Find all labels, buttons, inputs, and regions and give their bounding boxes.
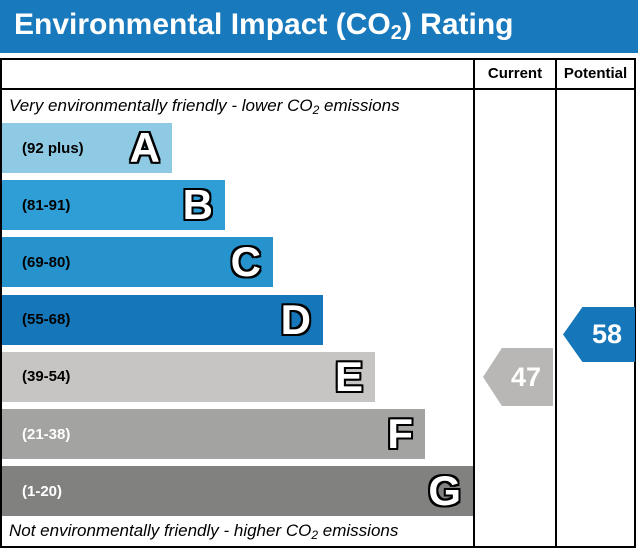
- band-letter-A: A: [129, 124, 160, 171]
- band-range-label-A: (92 plus): [22, 139, 84, 157]
- potential-column-divider: [555, 60, 557, 546]
- band-letter-G: G: [428, 467, 461, 515]
- top-note-subscript: 2: [312, 103, 320, 117]
- band-range-label-G: (1-20): [22, 482, 63, 500]
- band-range-label-C: (69-80): [22, 253, 71, 271]
- band-row-C: (69-80) C: [2, 237, 273, 288]
- bottom-note-subscript: 2: [311, 528, 319, 542]
- band-letter-D: D: [280, 295, 311, 343]
- page-title-subscript: 2: [390, 22, 402, 44]
- rating-table: Current Potential Very environmentally f…: [0, 58, 636, 548]
- band-letter-B: B: [182, 181, 213, 229]
- band-range-label-E: (39-54): [22, 368, 71, 386]
- top-note-text: Very environmentally friendly - lower CO: [9, 96, 313, 115]
- bottom-note-text: Not environmentally friendly - higher CO: [9, 521, 312, 540]
- band-range-label-B: (81-91): [22, 196, 71, 214]
- header-row-divider: [2, 88, 634, 90]
- page-title-text-suffix: ) Rating: [401, 8, 514, 41]
- chart-title-bar: Environmental Impact (CO2) Rating: [0, 0, 638, 53]
- band-row-F: (21-38) F: [2, 409, 425, 459]
- potential-rating-marker: 58: [563, 307, 635, 362]
- band-row-B: (81-91) B: [2, 180, 225, 231]
- band-letter-E: E: [334, 352, 363, 400]
- band-row-G: (1-20) G: [2, 466, 473, 517]
- current-column-divider: [473, 60, 475, 546]
- band-letter-F: F: [387, 410, 413, 457]
- band-range-label-F: (21-38): [22, 425, 71, 443]
- band-range-label-D: (55-68): [22, 311, 71, 329]
- top-note-text-suffix: emissions: [319, 96, 400, 115]
- current-column-header: Current: [487, 65, 543, 82]
- top-note: Very environmentally friendly - lower CO…: [9, 90, 400, 122]
- potential-column-header: Potential: [563, 65, 628, 82]
- bottom-note: Not environmentally friendly - higher CO…: [9, 516, 398, 545]
- page-title-text: Environmental Impact (CO: [14, 8, 391, 41]
- band-row-D: (55-68) D: [2, 294, 323, 345]
- band-letter-C: C: [230, 238, 261, 286]
- page-title: Environmental Impact (CO2) Rating: [14, 8, 514, 45]
- band-row-E: (39-54) E: [2, 351, 375, 402]
- band-row-A: (92 plus) A: [2, 123, 172, 173]
- bottom-note-text-suffix: emissions: [318, 521, 399, 540]
- current-rating-marker: 47: [483, 348, 553, 406]
